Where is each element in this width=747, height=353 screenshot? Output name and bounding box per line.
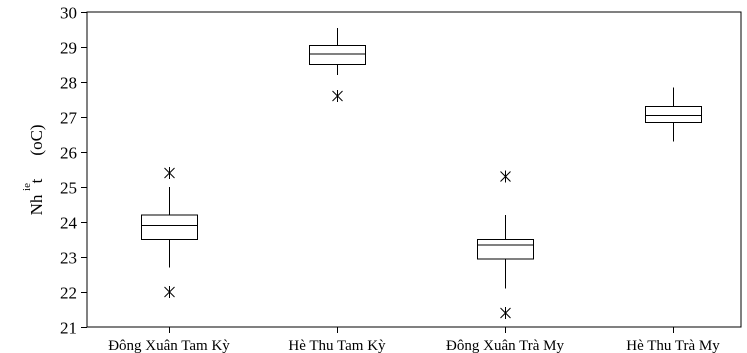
- box-1: [141, 167, 198, 298]
- y-tick-label: 27: [60, 109, 78, 128]
- x-category-label: Hè Thu Tam Kỳ: [288, 338, 386, 353]
- box-4: [645, 87, 702, 142]
- y-tick-label: 28: [60, 74, 77, 93]
- y-tick-label: 21: [60, 319, 77, 338]
- y-tick-label: 26: [60, 144, 77, 163]
- outlier-marker: [500, 170, 511, 183]
- y-tick-label: 24: [60, 214, 78, 233]
- outlier-marker: [332, 90, 343, 102]
- y-tick-label: 23: [60, 249, 77, 268]
- iqr-box: [645, 106, 702, 123]
- x-category-label: Đông Xuân Trà My: [446, 338, 564, 353]
- y-tick-label: 25: [60, 179, 77, 198]
- y-label-main: Nh: [27, 194, 46, 215]
- box-2: [309, 27, 366, 102]
- axes-layer: [86, 11, 742, 328]
- plot-frame: [86, 11, 742, 328]
- y-tick-label: 30: [60, 4, 77, 23]
- outlier-marker: [500, 307, 511, 319]
- x-category-label: Đông Xuân Tam Kỳ: [108, 338, 230, 353]
- x-categories-layer: Đông Xuân Tam Kỳ Hè Thu Tam Kỳ Đông Xuân T…: [108, 327, 720, 353]
- iqr-box: [309, 44, 366, 65]
- y-tick-label: 22: [60, 284, 77, 303]
- outlier-marker: [164, 167, 175, 179]
- y-label-mid: t: [27, 178, 46, 183]
- iqr-box: [477, 239, 534, 260]
- y-ticks-layer: 21 22 23 24 25 26 27 28 29 30: [60, 4, 87, 338]
- y-axis-label: Nh ie t (oC): [21, 124, 46, 215]
- iqr-box: [141, 214, 198, 240]
- y-label-superscript: ie: [21, 183, 33, 191]
- y-label-unit: (oC): [27, 124, 46, 155]
- x-category-label: Hè Thu Trà My: [626, 338, 720, 353]
- y-tick-label: 29: [60, 39, 77, 58]
- outlier-marker: [164, 286, 175, 298]
- boxes-layer: [141, 27, 702, 319]
- box-3: [477, 170, 534, 319]
